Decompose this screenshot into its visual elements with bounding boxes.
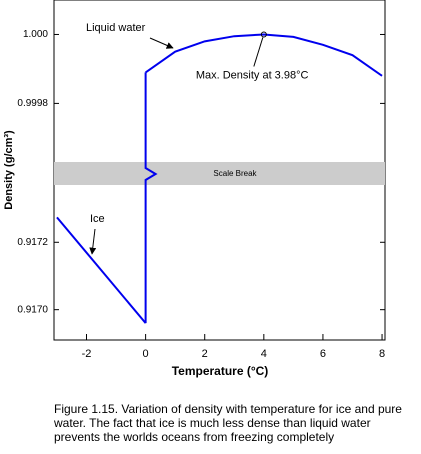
annotation-leader — [253, 37, 264, 67]
series-annotation: Ice — [90, 213, 105, 225]
y-tick-label: 0.9170 — [17, 304, 48, 315]
y-tick-label: 0.9998 — [17, 98, 48, 109]
x-tick-label: 0 — [143, 348, 149, 360]
chart: Temperature (°C) Density (g/cm³) Scale B… — [3, 0, 386, 378]
x-axis-label: Temperature (°C) — [172, 364, 269, 378]
y-tick-label: 0.9172 — [17, 237, 48, 248]
caption: Figure 1.15. Variation of density with t… — [54, 402, 402, 444]
annotation-arrow — [149, 37, 174, 49]
series-annotation: Liquid water — [86, 22, 146, 34]
x-tick-label: -2 — [82, 348, 92, 360]
annotation-arrow — [89, 228, 97, 255]
y-tick-label: 1.000 — [23, 29, 48, 40]
page: {"chart_data": { "type": "line", "x_labe… — [2, 0, 402, 444]
scale-break-label: Scale Break — [213, 169, 257, 178]
annotation-point — [260, 31, 267, 38]
x-tick-label: 6 — [320, 348, 326, 360]
y-axis-label: Density (g/cm³) — [3, 130, 15, 210]
data-line — [56, 216, 147, 324]
x-tick-label: 8 — [379, 348, 385, 360]
x-tick-label: 2 — [202, 348, 208, 360]
data-line — [145, 33, 383, 77]
x-tick-label: 4 — [261, 348, 267, 360]
annotation-label: Max. Density at 3.98°C — [196, 69, 309, 81]
scale-break-band — [54, 162, 385, 185]
phase-transition — [144, 72, 158, 324]
